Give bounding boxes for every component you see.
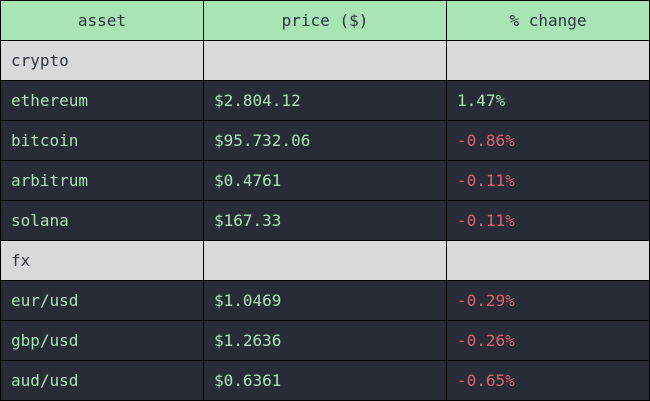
- column-header-price: price ($): [204, 1, 446, 40]
- price-cell: $167.33: [204, 201, 446, 240]
- asset-cell: arbitrum: [1, 161, 203, 200]
- change-cell: -0.29%: [447, 281, 649, 320]
- asset-cell: eur/usd: [1, 281, 203, 320]
- asset-cell: bitcoin: [1, 121, 203, 160]
- change-cell: -0.86%: [447, 121, 649, 160]
- price-cell: $0.6361: [204, 361, 446, 400]
- section-empty-cell: [447, 241, 649, 280]
- section-empty-cell: [204, 41, 446, 80]
- section-label-fx: fx: [1, 241, 203, 280]
- asset-cell: gbp/usd: [1, 321, 203, 360]
- price-cell: $1.2636: [204, 321, 446, 360]
- price-cell: $95.732.06: [204, 121, 446, 160]
- asset-cell: ethereum: [1, 81, 203, 120]
- column-header-asset: asset: [1, 1, 203, 40]
- column-header-change: % change: [447, 1, 649, 40]
- price-cell: $0.4761: [204, 161, 446, 200]
- section-empty-cell: [204, 241, 446, 280]
- change-cell: -0.65%: [447, 361, 649, 400]
- asset-cell: aud/usd: [1, 361, 203, 400]
- section-empty-cell: [447, 41, 649, 80]
- price-cell: $2.804.12: [204, 81, 446, 120]
- price-cell: $1.0469: [204, 281, 446, 320]
- change-cell: -0.11%: [447, 161, 649, 200]
- change-cell: 1.47%: [447, 81, 649, 120]
- change-cell: -0.26%: [447, 321, 649, 360]
- change-cell: -0.11%: [447, 201, 649, 240]
- asset-cell: solana: [1, 201, 203, 240]
- section-label-crypto: crypto: [1, 41, 203, 80]
